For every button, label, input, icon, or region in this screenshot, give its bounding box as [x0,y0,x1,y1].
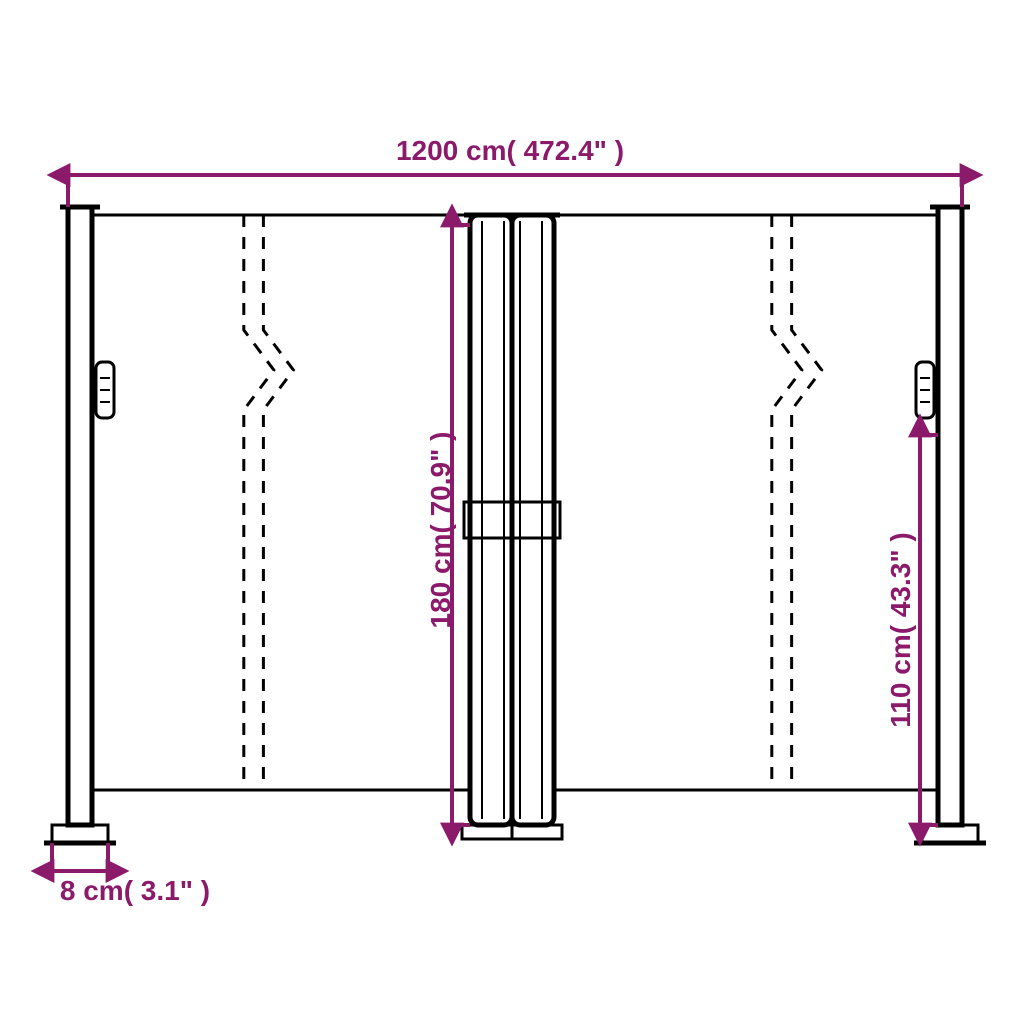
product-outline [44,207,986,843]
dim-post-height-label: 110 cm( 43.3" ) [885,532,916,727]
dimensions [52,175,962,871]
dim-height-label: 180 cm( 70.9" ) [425,432,456,629]
dim-depth-label: 8 cm( 3.1" ) [60,875,210,906]
dim-width-label: 1200 cm( 472.4" ) [396,135,624,166]
